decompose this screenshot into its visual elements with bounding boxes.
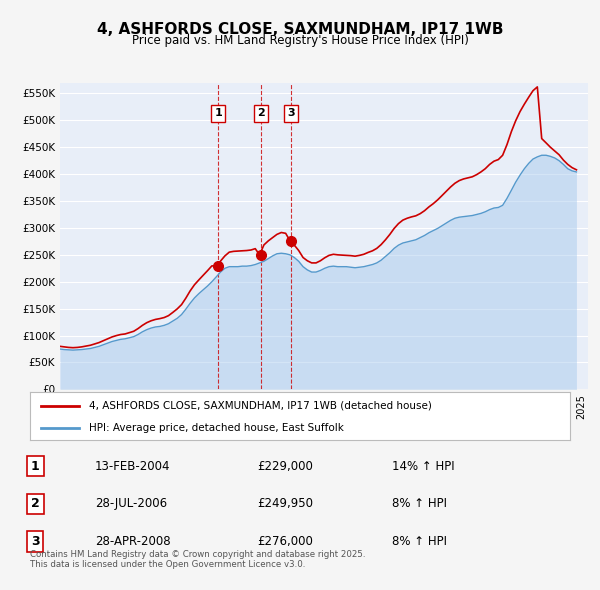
Text: 28-JUL-2006: 28-JUL-2006 <box>95 497 167 510</box>
Text: £276,000: £276,000 <box>257 535 313 548</box>
Text: 14% ↑ HPI: 14% ↑ HPI <box>392 460 454 473</box>
Text: 4, ASHFORDS CLOSE, SAXMUNDHAM, IP17 1WB: 4, ASHFORDS CLOSE, SAXMUNDHAM, IP17 1WB <box>97 22 503 37</box>
Text: Contains HM Land Registry data © Crown copyright and database right 2025.
This d: Contains HM Land Registry data © Crown c… <box>30 550 365 569</box>
Text: 3: 3 <box>31 535 40 548</box>
Text: 8% ↑ HPI: 8% ↑ HPI <box>392 497 447 510</box>
Text: 4, ASHFORDS CLOSE, SAXMUNDHAM, IP17 1WB (detached house): 4, ASHFORDS CLOSE, SAXMUNDHAM, IP17 1WB … <box>89 401 432 411</box>
Text: 3: 3 <box>287 109 295 118</box>
Text: £249,950: £249,950 <box>257 497 313 510</box>
Text: HPI: Average price, detached house, East Suffolk: HPI: Average price, detached house, East… <box>89 423 344 432</box>
Text: 2: 2 <box>31 497 40 510</box>
Text: 8% ↑ HPI: 8% ↑ HPI <box>392 535 447 548</box>
Text: 13-FEB-2004: 13-FEB-2004 <box>95 460 170 473</box>
Text: 28-APR-2008: 28-APR-2008 <box>95 535 170 548</box>
Text: 1: 1 <box>31 460 40 473</box>
Text: Price paid vs. HM Land Registry's House Price Index (HPI): Price paid vs. HM Land Registry's House … <box>131 34 469 47</box>
Text: £229,000: £229,000 <box>257 460 313 473</box>
Text: 1: 1 <box>214 109 222 118</box>
Text: 2: 2 <box>257 109 265 118</box>
